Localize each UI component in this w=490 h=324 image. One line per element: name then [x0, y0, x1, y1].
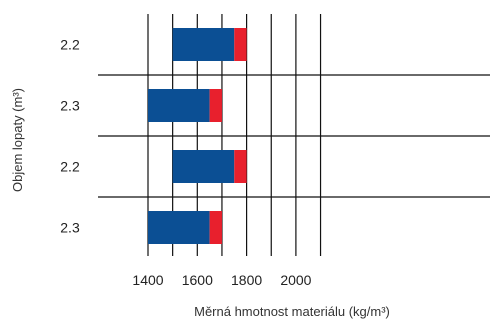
x-tick-label: 1400 — [132, 272, 163, 288]
category-label: 2.2 — [60, 37, 80, 53]
x-tick-labels: 1400 1600 1800 2000 — [132, 272, 311, 288]
bar-segment-base — [172, 150, 235, 183]
category-label: 2.3 — [60, 220, 80, 236]
x-tick-label: 1600 — [182, 272, 213, 288]
bar-segment-extension — [234, 28, 247, 61]
x-tick-label: 1800 — [231, 272, 262, 288]
y-axis-title: Objem lopaty (m³) — [10, 88, 25, 192]
bar-segment-base — [172, 28, 235, 61]
category-label: 2.2 — [60, 159, 80, 175]
x-tick-label: 2000 — [280, 272, 311, 288]
bar-segment-extension — [209, 89, 222, 122]
bars — [148, 28, 247, 244]
bar-segment-extension — [234, 150, 247, 183]
bar-segment-base — [148, 89, 210, 122]
bar-segment-extension — [209, 211, 222, 244]
bar-segment-base — [148, 211, 210, 244]
category-labels: 2.2 2.3 2.2 2.3 — [60, 37, 80, 236]
category-label: 2.3 — [60, 98, 80, 114]
x-axis-title: Měrná hmotnost materiálu (kg/m³) — [194, 304, 390, 319]
